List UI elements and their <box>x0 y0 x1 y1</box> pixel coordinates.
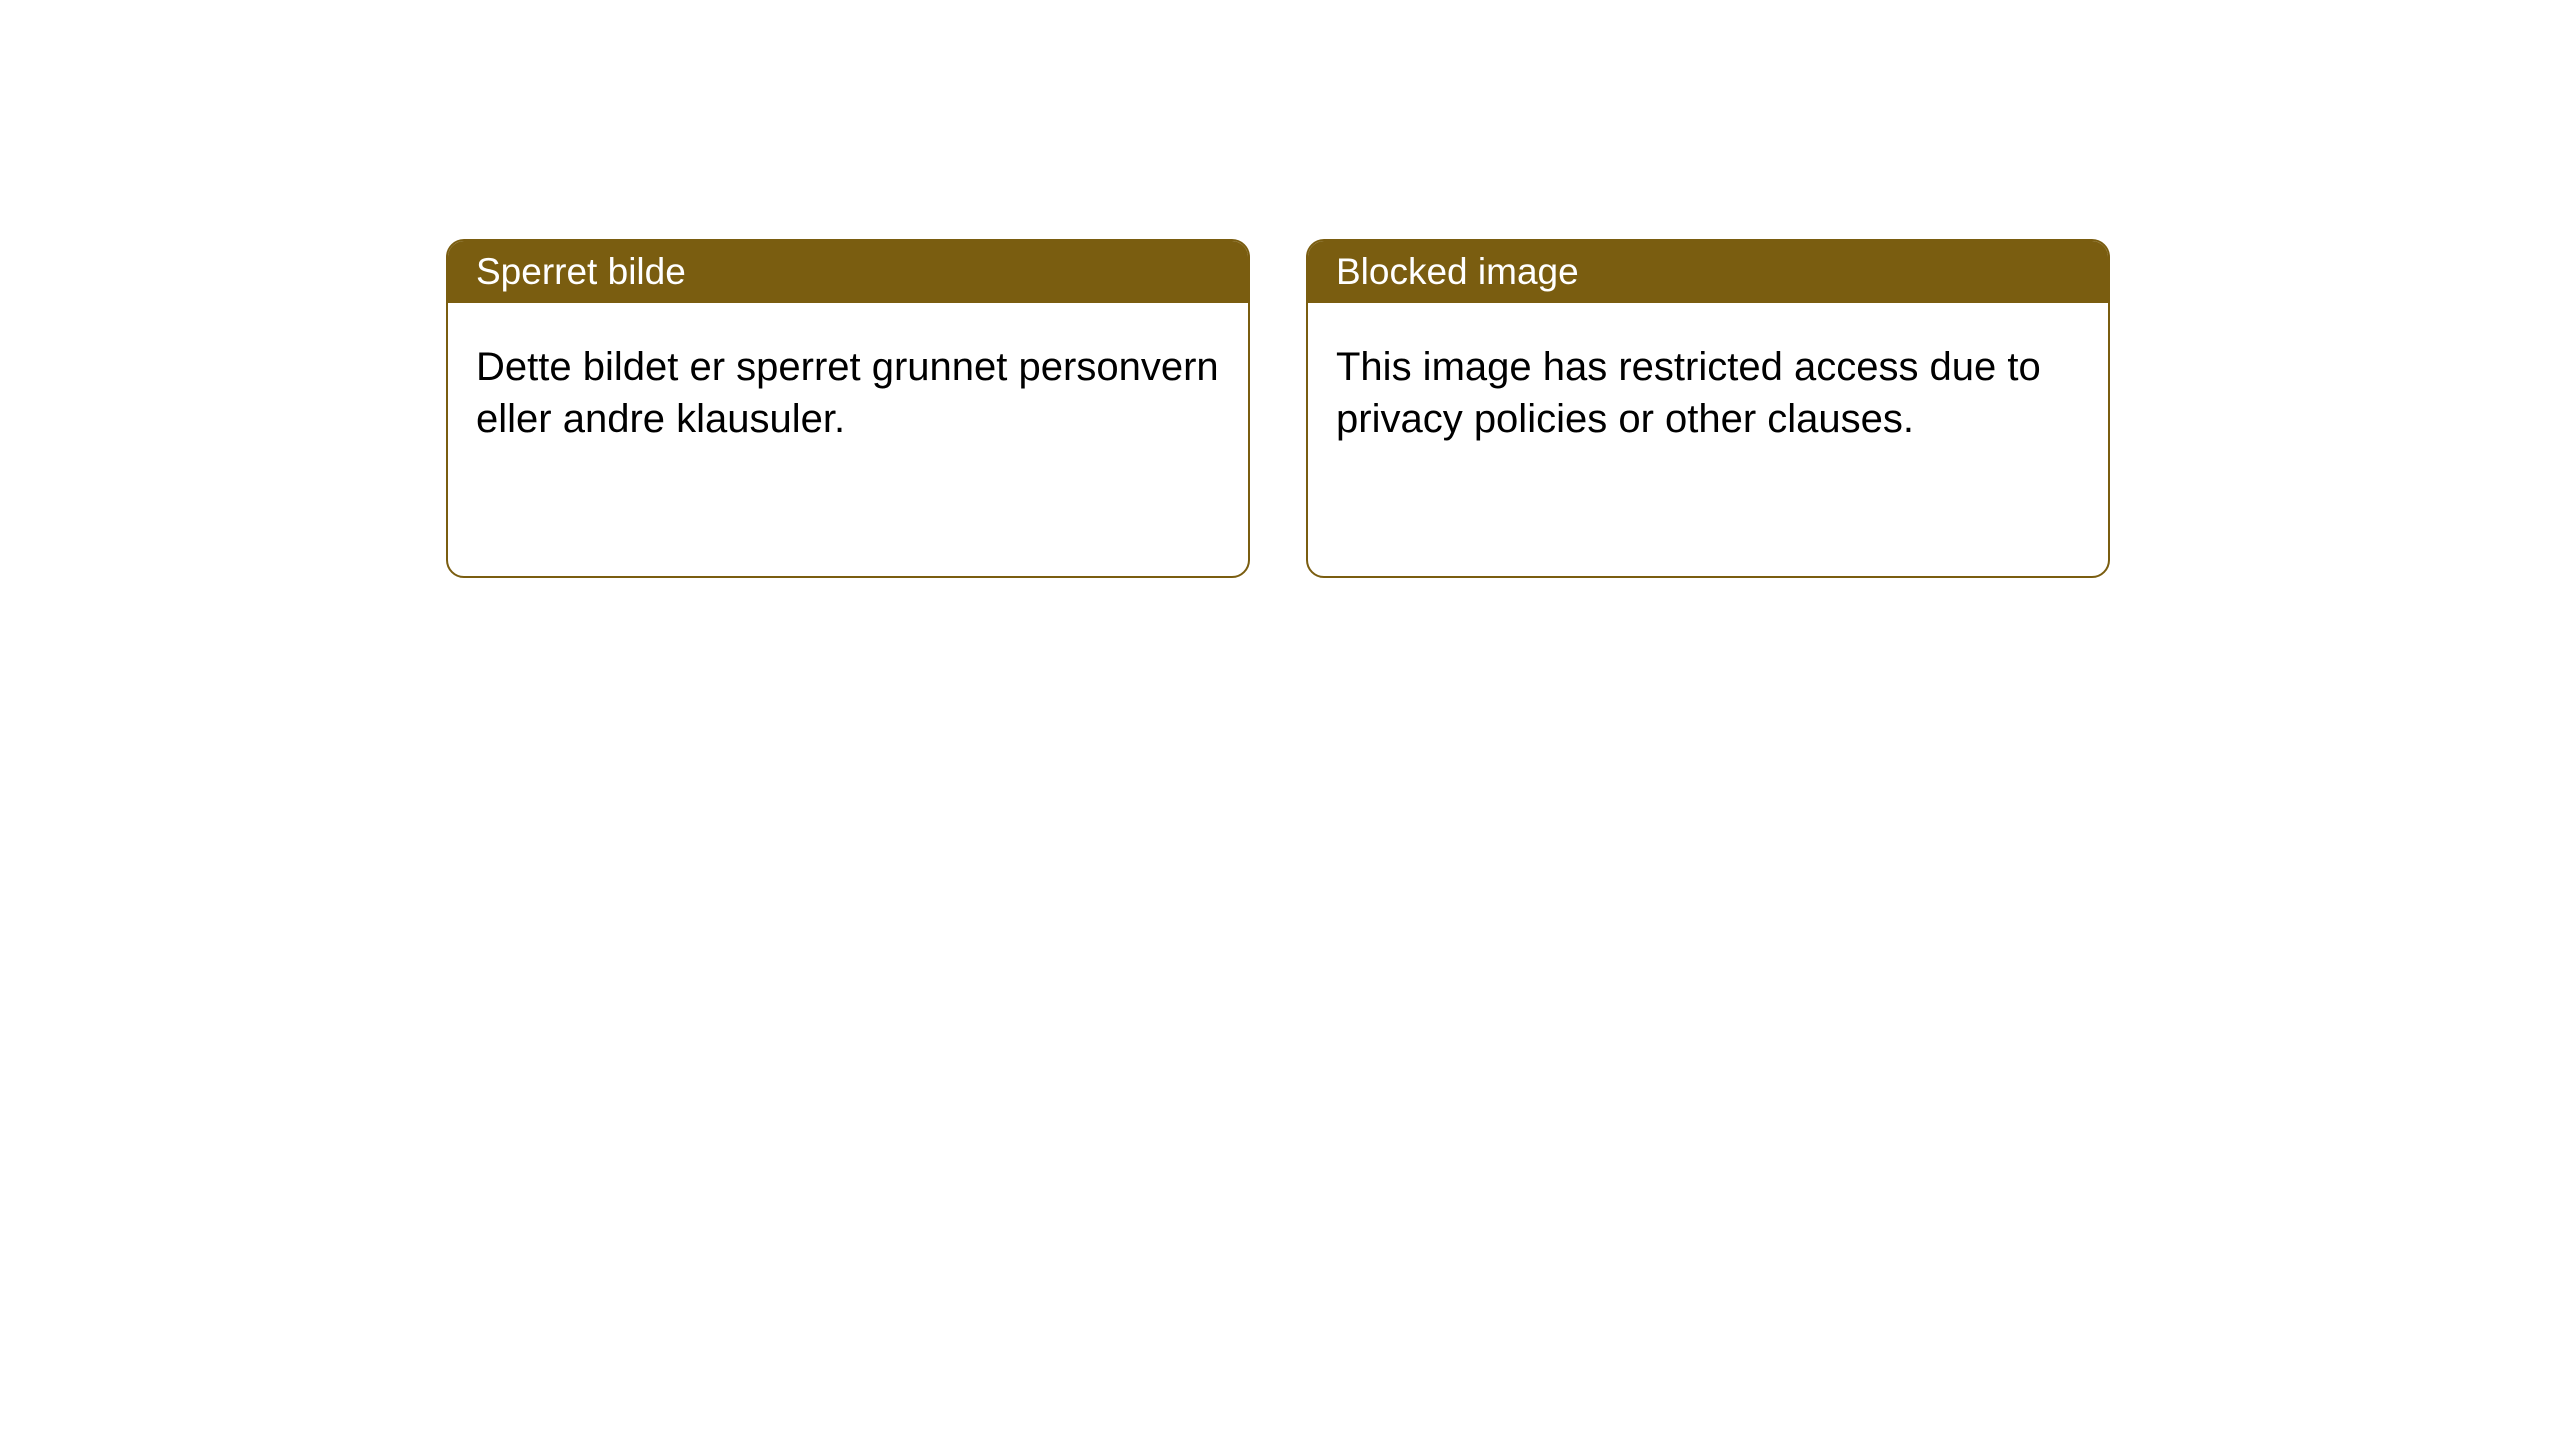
notice-body: Dette bildet er sperret grunnet personve… <box>448 303 1248 483</box>
notice-header: Sperret bilde <box>448 241 1248 303</box>
notice-title: Blocked image <box>1336 251 1579 292</box>
notice-title: Sperret bilde <box>476 251 686 292</box>
notice-container: Sperret bilde Dette bildet er sperret gr… <box>0 0 2560 578</box>
notice-header: Blocked image <box>1308 241 2108 303</box>
notice-card-norwegian: Sperret bilde Dette bildet er sperret gr… <box>446 239 1250 578</box>
notice-body-text: This image has restricted access due to … <box>1336 345 2041 441</box>
notice-card-english: Blocked image This image has restricted … <box>1306 239 2110 578</box>
notice-body: This image has restricted access due to … <box>1308 303 2108 483</box>
notice-body-text: Dette bildet er sperret grunnet personve… <box>476 345 1219 441</box>
